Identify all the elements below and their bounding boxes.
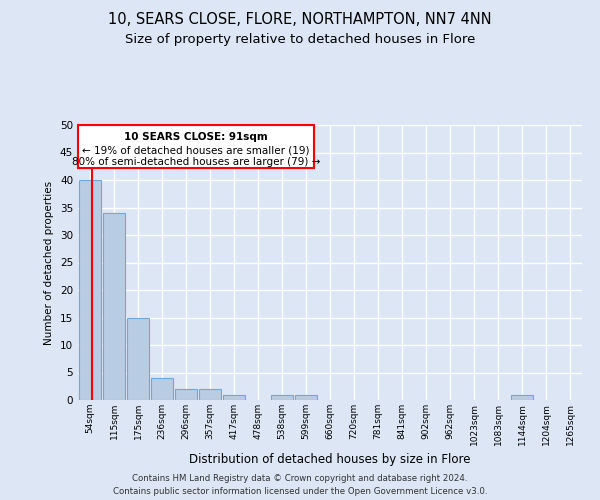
Bar: [79, 180, 101, 400]
Text: 10, SEARS CLOSE, FLORE, NORTHAMPTON, NN7 4NN: 10, SEARS CLOSE, FLORE, NORTHAMPTON, NN7…: [108, 12, 492, 28]
Bar: [199, 389, 221, 400]
X-axis label: Distribution of detached houses by size in Flore: Distribution of detached houses by size …: [189, 453, 471, 466]
Bar: [79, 125, 314, 168]
Bar: [271, 394, 293, 400]
Text: Contains public sector information licensed under the Open Government Licence v3: Contains public sector information licen…: [113, 488, 487, 496]
Bar: [103, 213, 125, 400]
Bar: [151, 378, 173, 400]
Bar: [175, 389, 197, 400]
Text: 80% of semi-detached houses are larger (79) →: 80% of semi-detached houses are larger (…: [72, 158, 320, 168]
Text: Contains HM Land Registry data © Crown copyright and database right 2024.: Contains HM Land Registry data © Crown c…: [132, 474, 468, 483]
Bar: [223, 394, 245, 400]
Text: Size of property relative to detached houses in Flore: Size of property relative to detached ho…: [125, 32, 475, 46]
Y-axis label: Number of detached properties: Number of detached properties: [44, 180, 55, 344]
Text: 10 SEARS CLOSE: 91sqm: 10 SEARS CLOSE: 91sqm: [124, 132, 268, 142]
Bar: [511, 394, 533, 400]
Text: ← 19% of detached houses are smaller (19): ← 19% of detached houses are smaller (19…: [82, 146, 310, 156]
Bar: [295, 394, 317, 400]
Bar: [127, 318, 149, 400]
